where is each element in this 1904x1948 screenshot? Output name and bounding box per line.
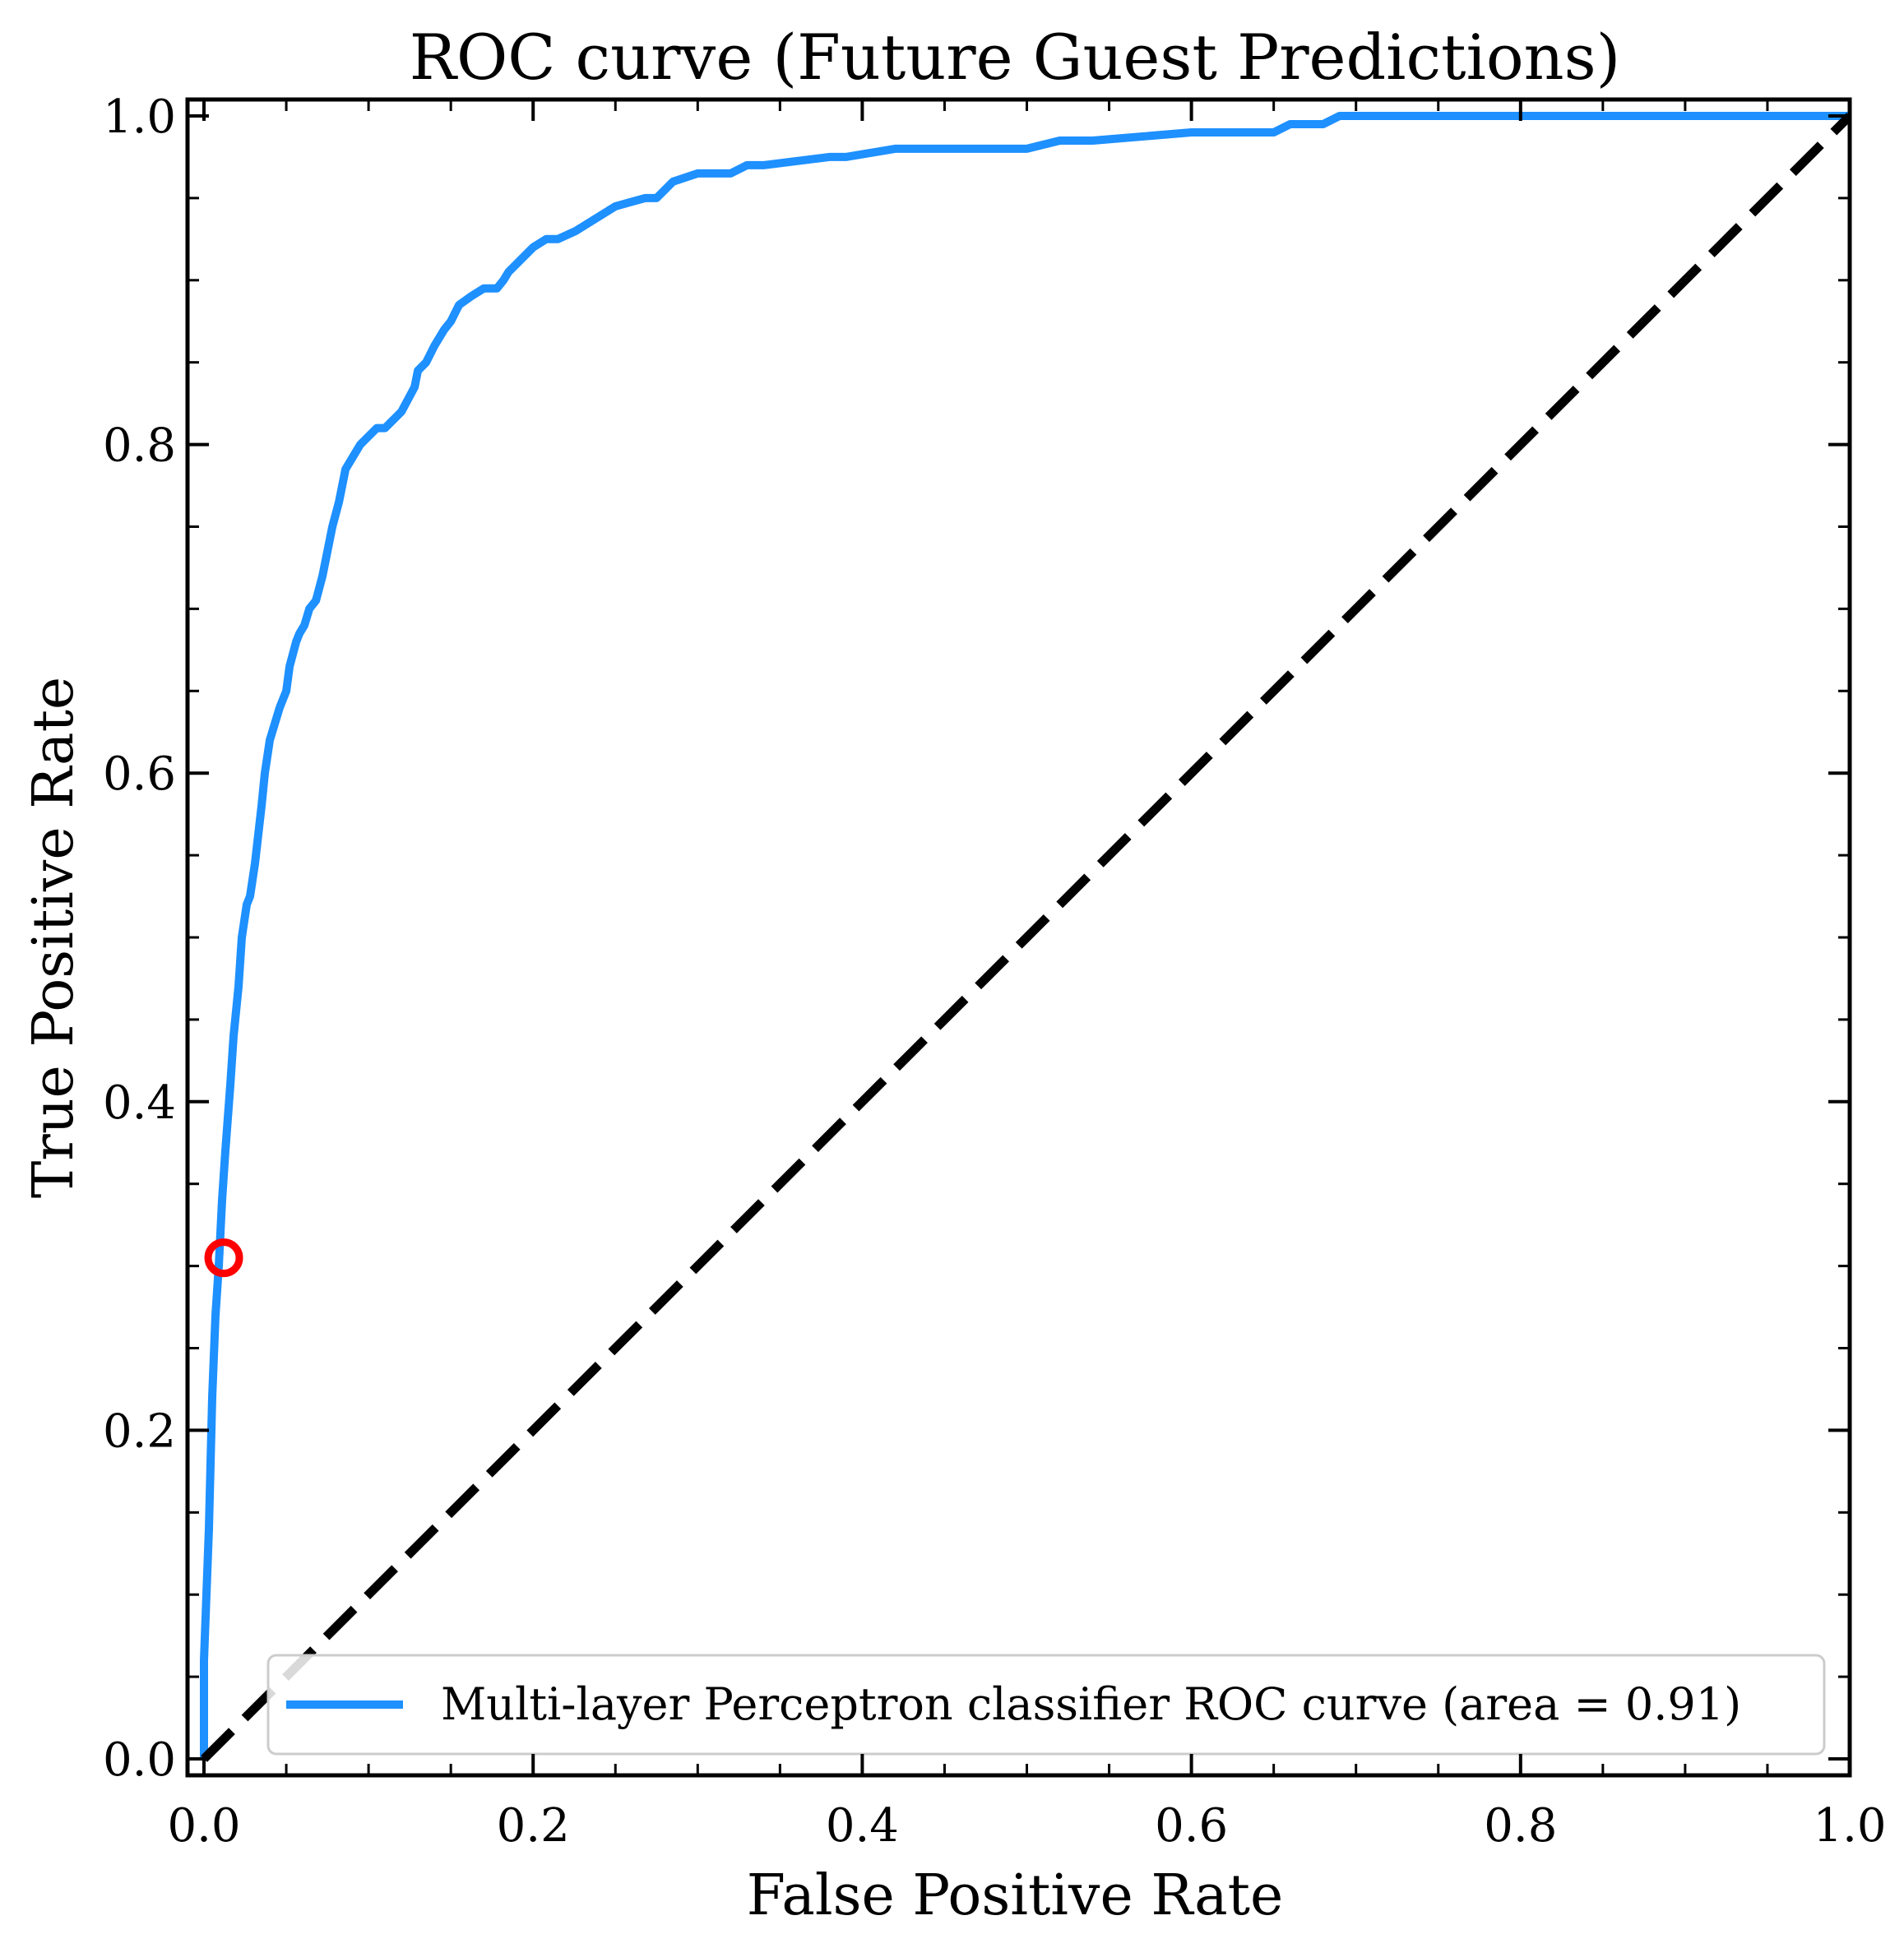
chart-title: ROC curve (Future Guest Predictions) [410, 21, 1621, 94]
x-tick-label: 0.6 [1155, 1799, 1228, 1853]
y-tick-label: 0.2 [103, 1404, 176, 1458]
y-axis-label: True Positive Rate [21, 677, 86, 1198]
y-tick-label: 0.6 [103, 747, 176, 801]
x-tick-label: 0.8 [1484, 1799, 1557, 1853]
y-tick-label: 0.0 [103, 1733, 176, 1787]
x-tick-label: 0.4 [826, 1799, 899, 1853]
chance-diagonal-line [201, 113, 1850, 1762]
x-tick-label: 0.2 [497, 1799, 570, 1853]
y-tick-label: 0.8 [103, 419, 176, 473]
x-tick-label: 0.0 [167, 1799, 240, 1853]
y-tick-label: 1.0 [103, 90, 176, 144]
y-axis: 0.0 0.2 0.4 0.6 0.8 1.0 [103, 90, 1850, 1787]
y-tick-label: 0.4 [103, 1076, 176, 1130]
plot-area [200, 112, 1850, 1762]
x-tick-label: 1.0 [1813, 1799, 1886, 1853]
plot-frame [185, 97, 1852, 1778]
x-axis: 0.0 0.2 0.4 0.6 0.8 1.0 [167, 99, 1887, 1853]
x-axis-label: False Positive Rate [747, 1863, 1283, 1928]
legend-label: Multi-layer Perceptron classifier ROC cu… [441, 1678, 1741, 1730]
threshold-marker [204, 1238, 243, 1278]
legend-box [266, 1654, 1826, 1756]
roc-curve-line [200, 112, 1850, 1759]
legend: Multi-layer Perceptron classifier ROC cu… [266, 1654, 1826, 1756]
